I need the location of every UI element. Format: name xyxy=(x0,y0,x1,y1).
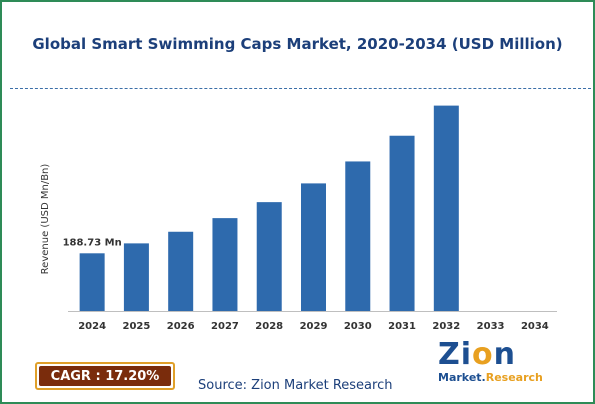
x-tick-label: 2033 xyxy=(477,321,505,332)
x-tick-label: 2027 xyxy=(211,321,239,332)
data-label: 671.84 Mn xyxy=(505,2,564,5)
x-tick-label: 2032 xyxy=(432,321,460,332)
bar-2032 xyxy=(433,105,459,311)
chart-title: Global Smart Swimming Caps Market, 2020-… xyxy=(32,35,563,53)
x-tick-label: 2030 xyxy=(344,321,372,332)
bar-2028 xyxy=(256,202,282,311)
divider-line xyxy=(10,88,591,89)
bar-2031 xyxy=(389,135,415,311)
bar-2025 xyxy=(123,243,149,311)
cagr-badge: CAGR : 17.20% xyxy=(35,362,175,390)
logo-subtitle: Market.Research xyxy=(438,371,543,384)
cagr-label: CAGR : 17.20% xyxy=(39,366,171,386)
x-tick-label: 2026 xyxy=(167,321,195,332)
x-tick-label: 2024 xyxy=(78,321,106,332)
bar-2029 xyxy=(301,183,326,311)
x-tick-label: 2029 xyxy=(300,321,328,332)
bar-2027 xyxy=(212,218,238,311)
bar-2030 xyxy=(345,161,371,311)
bar-2026 xyxy=(168,231,194,311)
x-tick-label: 2025 xyxy=(122,321,150,332)
data-label: 188.73 Mn xyxy=(63,237,122,248)
x-tick-label: 2031 xyxy=(388,321,416,332)
x-tick-label: 2028 xyxy=(255,321,283,332)
bar-2024 xyxy=(79,253,105,311)
source-text: Source: Zion Market Research xyxy=(198,378,393,393)
y-axis-label: Revenue (USD Mn/Bn) xyxy=(40,164,51,275)
zion-logo: Zion Market.Research xyxy=(438,340,548,394)
x-tick-label: 2034 xyxy=(521,321,549,332)
logo-wordmark: Zion xyxy=(438,337,517,372)
